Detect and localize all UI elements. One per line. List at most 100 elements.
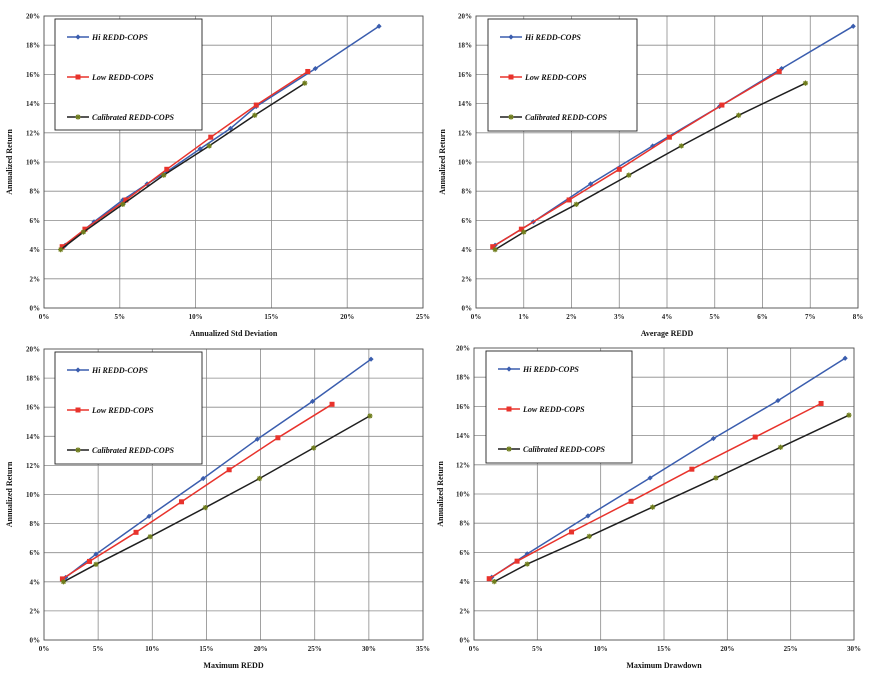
series-3 <box>60 413 373 585</box>
data-point-p1-s2-4 <box>164 166 170 172</box>
data-point-p1-s2-3 <box>123 197 129 203</box>
x-tick-label-8: 35% <box>416 645 430 653</box>
series-2 <box>490 68 782 250</box>
data-point-p1-s3-2 <box>80 229 87 235</box>
data-point-p2-s2-3 <box>566 197 572 203</box>
legend-label-1: Hi REDD-COPS <box>524 33 581 42</box>
data-point-p2-s3-6-glyph <box>736 112 742 118</box>
data-point-p2-s1-7 <box>850 23 856 29</box>
y-tick-label-7: 12% <box>456 461 470 469</box>
data-point-p4-s1-6 <box>775 397 781 404</box>
y-tick-label-3: 4% <box>30 578 41 586</box>
y-axis-label: Annualized Return <box>5 461 14 527</box>
x-tick-label-1: 0% <box>471 313 482 321</box>
data-point-p1-s3-7-glyph <box>302 80 308 86</box>
y-tick-label-10: 18% <box>456 374 470 382</box>
data-point-p2-s3-100-glyph <box>508 114 514 120</box>
data-point-p3-s2-6 <box>275 435 281 441</box>
y-tick-label-8: 14% <box>458 100 472 108</box>
data-point-p3-s1-7 <box>368 356 374 362</box>
x-tick-label-1: 0% <box>39 645 50 653</box>
data-point-p3-s2-4 <box>179 499 185 505</box>
data-point-p1-s3-3 <box>120 201 126 207</box>
x-tick-label-4: 15% <box>657 645 671 653</box>
x-tick-label-2: 5% <box>115 313 126 321</box>
data-point-p1-s2-6 <box>253 102 259 108</box>
legend-label-3: Calibrated REDD-COPS <box>92 113 175 122</box>
data-point-p2-s1-4 <box>650 143 656 149</box>
x-tick-label-4: 15% <box>199 645 213 653</box>
data-point-p2-s1-100 <box>508 34 514 40</box>
data-point-p2-s2-5 <box>666 134 672 140</box>
data-point-p4-s1-7 <box>842 355 848 361</box>
data-point-p3-s3-5 <box>256 475 263 482</box>
chart-panel-1: 0% 2% 4% 6% 8% 10% 12% 14% 16% 18% 20% 0% 5% 10% 15% 20… <box>5 13 430 339</box>
x-tick-label-5: 20% <box>254 645 268 653</box>
data-point-p3-s2-7 <box>329 401 335 407</box>
data-point-p3-s3-1 <box>60 579 67 585</box>
data-point-p1-s2-1 <box>59 244 65 250</box>
y-tick-label-10: 18% <box>26 375 40 383</box>
data-point-p4-s2-6 <box>752 434 758 440</box>
data-point-p3-s3-5-glyph <box>256 475 263 482</box>
data-point-p3-s2-3 <box>133 529 139 535</box>
data-point-p1-s3-5 <box>206 143 212 149</box>
plot-frame <box>43 15 424 309</box>
data-point-p1-s1-10 <box>376 23 382 29</box>
data-point-p4-s1-100 <box>506 366 512 372</box>
legend-label-3: Calibrated REDD-COPS <box>525 113 608 122</box>
data-point-p4-s3-100 <box>506 446 512 452</box>
data-point-p2-s3-5 <box>678 143 684 149</box>
data-point-p4-s3-7 <box>846 412 852 418</box>
legend-label-2: Low REDD-COPS <box>91 73 154 82</box>
data-point-p4-s3-5 <box>713 475 719 481</box>
legend-label-1: Hi REDD-COPS <box>522 365 579 374</box>
data-point-p2-s3-1-glyph <box>492 247 498 253</box>
data-point-p4-s1-5 <box>710 435 716 442</box>
data-point-p4-s2-2 <box>514 558 520 564</box>
data-point-p2-s3-7 <box>802 80 809 86</box>
data-point-p3-s3-4 <box>202 504 208 511</box>
data-point-p2-s3-3-glyph <box>573 201 579 207</box>
y-tick-label-10: 18% <box>26 42 40 50</box>
x-axis-label: Annualized Std Deviation <box>190 329 278 338</box>
y-tick-label-4: 6% <box>30 217 41 225</box>
data-point-p1-s1-9 <box>312 65 318 72</box>
data-point-p4-s2-7 <box>818 400 824 406</box>
x-tick-label-2: 5% <box>93 645 104 653</box>
y-tick-label-6: 10% <box>26 491 40 499</box>
data-point-p3-s1-2 <box>93 551 99 557</box>
chart-panel-3: 0% 2% 4% 6% 8% 10% 12% 14% 16% 18% 20% 0% 5% 10% 15% 20… <box>5 346 430 671</box>
x-tick-label-6: 25% <box>784 645 798 653</box>
y-tick-label-5: 8% <box>30 520 41 528</box>
data-point-p4-s2-5 <box>689 466 695 472</box>
data-point-p3-s2-5 <box>226 467 232 473</box>
data-point-p4-s1-2 <box>524 551 530 557</box>
series-3 <box>491 412 852 585</box>
legend: Hi REDD-COPS Low REDD-COPS Calibrated REDD… <box>485 350 633 464</box>
y-tick-label-8: 14% <box>26 100 40 108</box>
y-axis-label: Annualized Return <box>438 129 447 195</box>
x-axis-label: Average REDD <box>641 329 694 338</box>
data-point-p4-s3-2-glyph <box>524 561 530 567</box>
y-tick-label-1: 0% <box>30 637 41 645</box>
data-point-p4-s3-2 <box>524 561 530 567</box>
plot-frame <box>475 15 859 309</box>
data-point-p3-s3-3 <box>147 534 153 540</box>
series-2 <box>59 401 335 582</box>
data-point-p3-s2-2 <box>86 558 92 564</box>
data-point-p3-s2-1 <box>59 576 65 582</box>
x-tick-label-3: 10% <box>145 645 159 653</box>
data-point-p2-s3-100 <box>508 114 514 120</box>
data-point-p2-s2-1 <box>490 244 496 250</box>
x-tick-label-4: 3% <box>614 313 625 321</box>
data-point-p4-s3-6 <box>777 444 784 450</box>
data-point-p3-s3-6 <box>311 445 317 451</box>
data-point-p3-s3-2-glyph <box>93 561 99 567</box>
legend: Hi REDD-COPS Low REDD-COPS Calibrated REDD… <box>487 18 638 132</box>
data-point-p3-s2-100 <box>75 407 81 413</box>
series-3 <box>58 80 308 253</box>
y-tick-label-8: 14% <box>26 433 40 441</box>
series-2 <box>59 68 311 250</box>
